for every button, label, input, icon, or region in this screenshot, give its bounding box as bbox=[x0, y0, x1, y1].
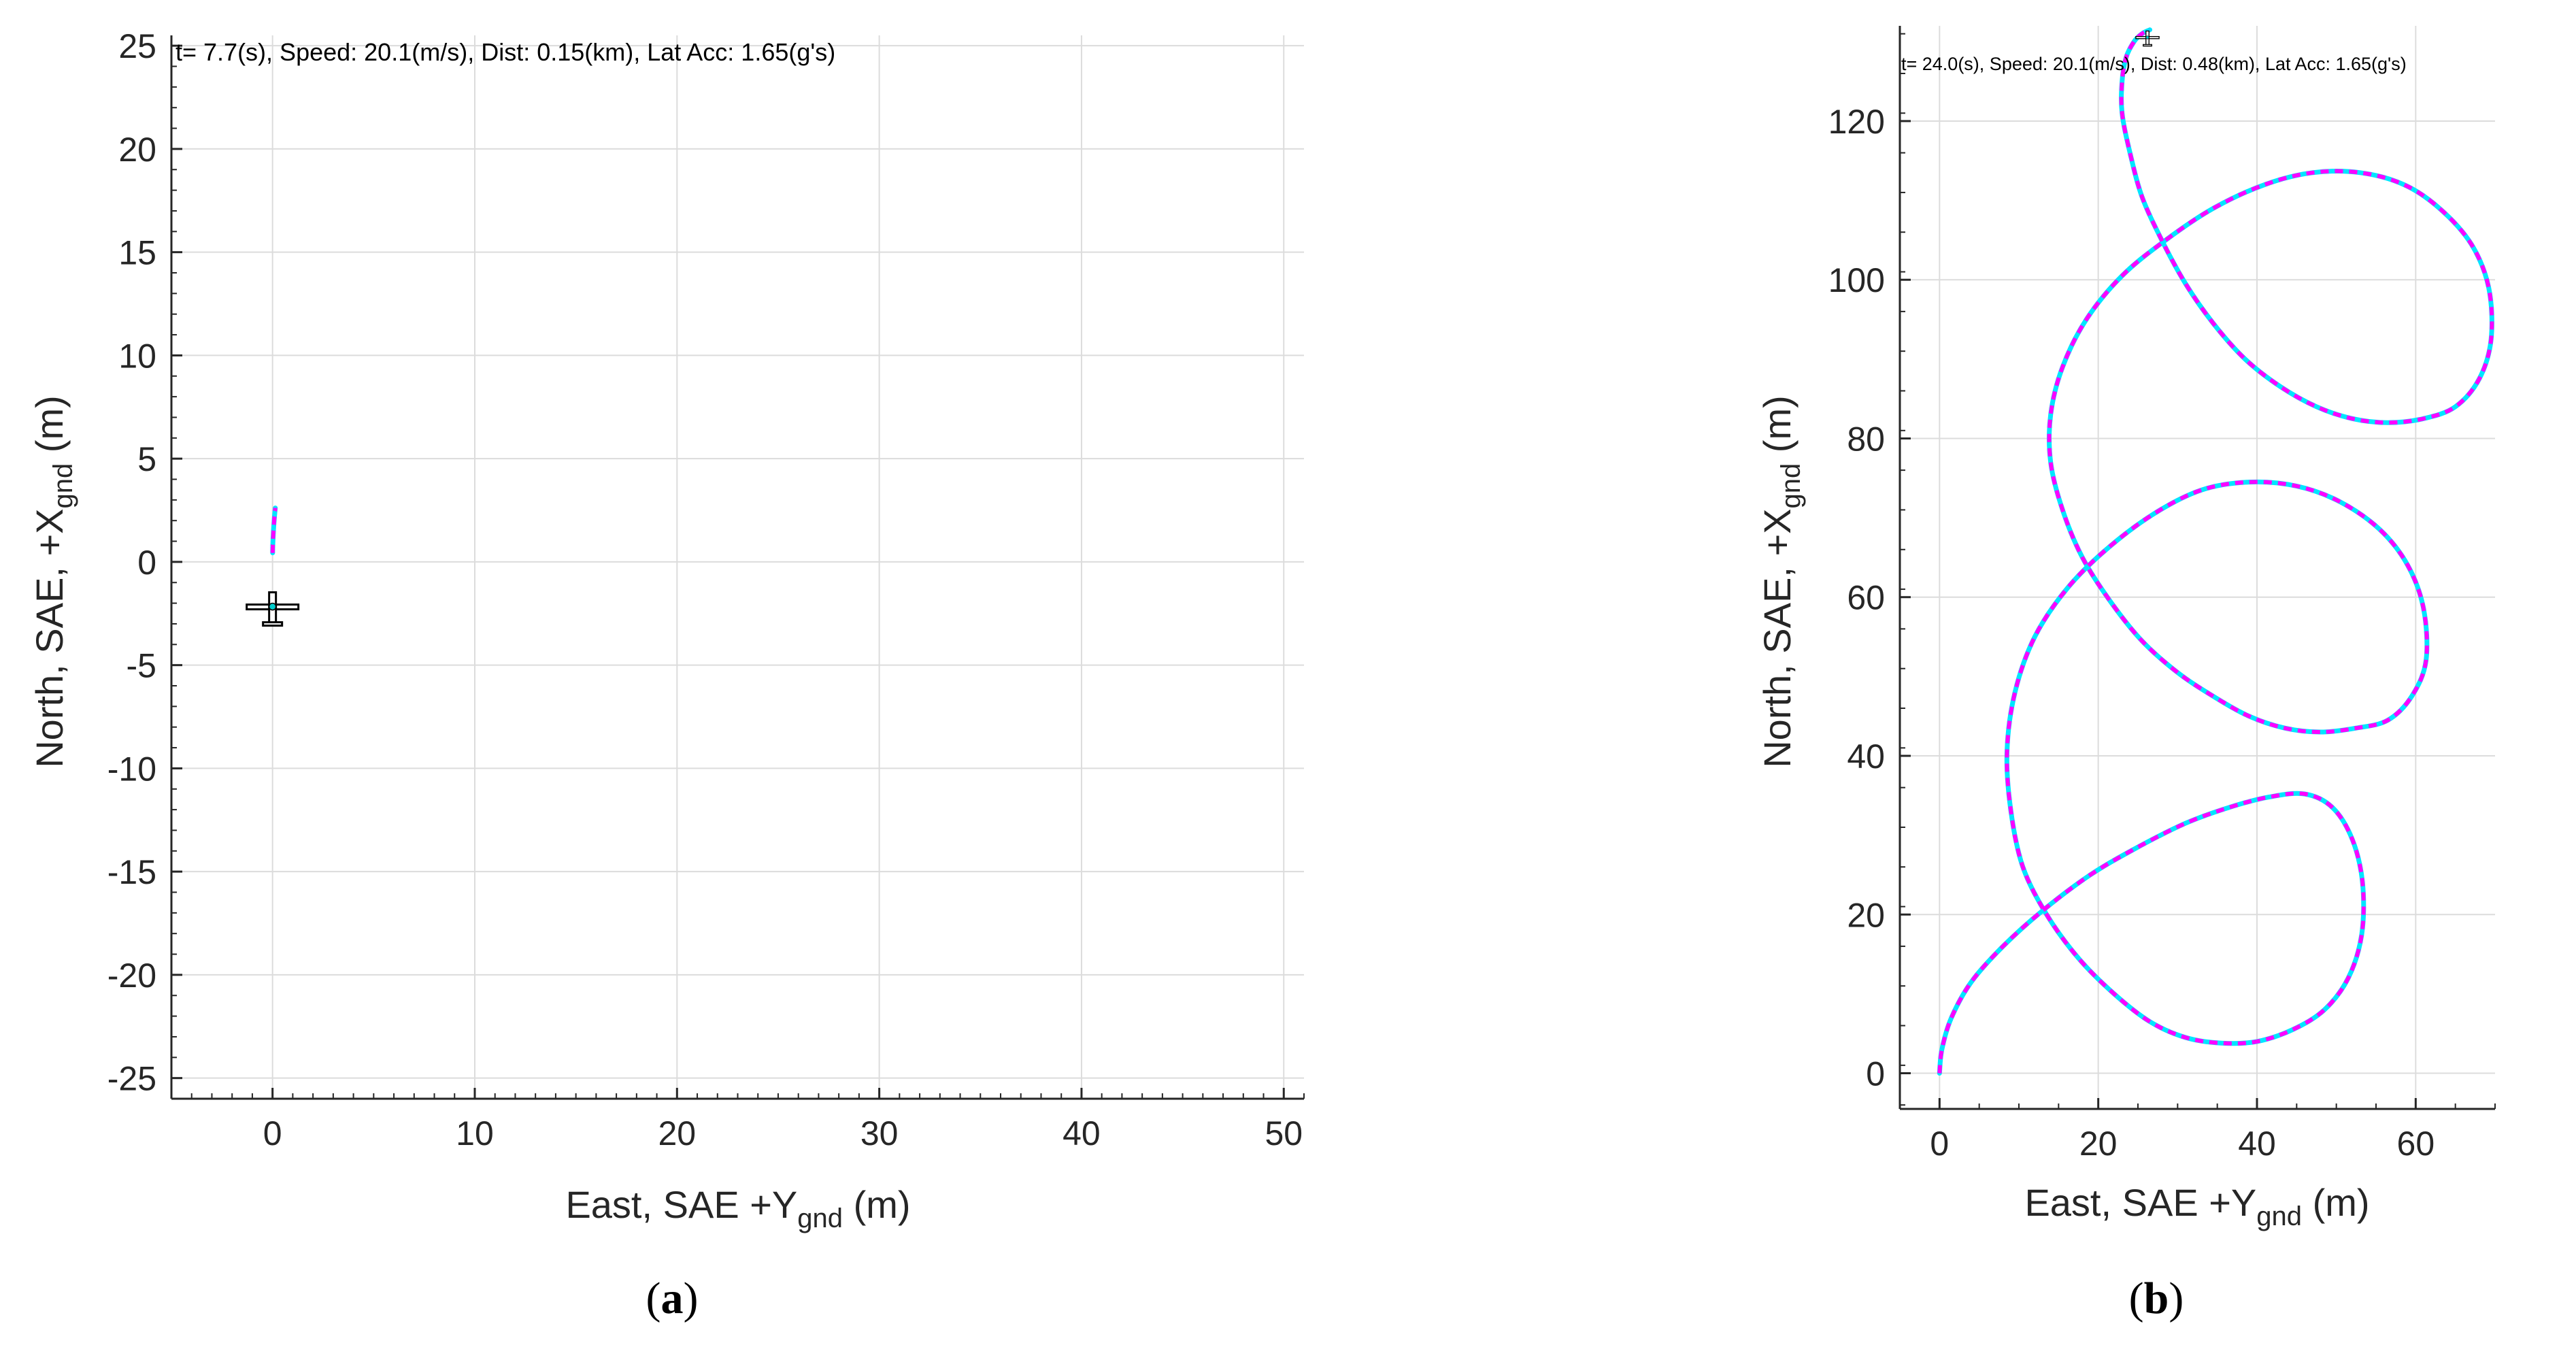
panel-a-y-tick-label: 20 bbox=[118, 131, 156, 169]
panel-b-y-tick-label: 0 bbox=[1866, 1055, 1885, 1093]
panel-a-airplane-cockpit bbox=[268, 602, 277, 611]
panel-a-status-readout: t= 7.7(s), Speed: 20.1(m/s), Dist: 0.15(… bbox=[175, 38, 835, 66]
panel-a-x-tick-label: 40 bbox=[1063, 1114, 1101, 1152]
panel-b-gridlines bbox=[1900, 26, 2495, 1109]
panel-a-y-tick-label: -10 bbox=[107, 750, 156, 788]
panel-a-x-tick-label: 10 bbox=[456, 1114, 494, 1152]
panel-a-flight-path bbox=[270, 505, 278, 556]
panel-a-y-tick-label: -25 bbox=[107, 1060, 156, 1098]
panel-a-axes bbox=[170, 35, 1305, 1100]
panel-a-airplane-tail bbox=[262, 621, 284, 627]
panel-a-x-tick-label: 30 bbox=[860, 1114, 899, 1152]
panel-a-y-tick-label: 0 bbox=[137, 544, 156, 582]
panel-a-airplane-icon bbox=[246, 591, 300, 627]
panel-a-flight-path-line bbox=[270, 505, 278, 555]
panel-a-caption: (a) bbox=[646, 1274, 699, 1323]
panel-a-x-axis-title: East, SAE +Ygnd (m) bbox=[565, 1183, 910, 1233]
panel-b-y-tick-label: 60 bbox=[1847, 579, 1885, 617]
panel-b-x-tick-label: 60 bbox=[2397, 1125, 2435, 1163]
panel-b-y-tick-label: 100 bbox=[1828, 261, 1885, 299]
panel-b-axes bbox=[1898, 26, 2496, 1110]
panel-a-y-tick-label: -5 bbox=[127, 647, 156, 685]
panel-b-caption: (b) bbox=[2129, 1274, 2184, 1323]
panel-b-y-tick-label: 80 bbox=[1847, 420, 1885, 458]
panel-a-y-tick-label: 15 bbox=[118, 234, 156, 272]
panel-a-tick-labels: 0 10 20 30 40 50 -25 -20 -15 -10 -5 0 5 10 15 20 25 bbox=[107, 27, 1303, 1152]
panel-a-gridlines bbox=[171, 35, 1304, 1099]
panel-a-y-tick-label: 25 bbox=[118, 27, 156, 65]
panel-b-x-tick-label: 40 bbox=[2238, 1125, 2276, 1163]
panel-b-flight-path-line bbox=[1937, 28, 2494, 1074]
panel-b-x-axis-title: East, SAE +Ygnd (m) bbox=[2024, 1181, 2369, 1231]
panel-b-airplane-cockpit bbox=[2145, 35, 2150, 39]
panel-b-y-axis-title: North, SAE, +Xgnd (m) bbox=[1756, 395, 1806, 768]
panel-a-y-tick-label: 10 bbox=[118, 337, 156, 375]
panel-a-x-tick-label: 20 bbox=[658, 1114, 696, 1152]
panel-b-status-readout: t= 24.0(s), Speed: 20.1(m/s), Dist: 0.48… bbox=[1901, 54, 2407, 74]
panel-b-y-tick-label: 120 bbox=[1828, 103, 1885, 141]
panel-b-airplane-tail bbox=[2143, 44, 2152, 47]
panel-a-y-tick-label: -20 bbox=[107, 957, 156, 995]
panel-b-airplane-icon bbox=[2135, 30, 2160, 47]
panel-b-y-tick-label: 20 bbox=[1847, 896, 1885, 934]
panel-a-y-tick-label: 5 bbox=[137, 440, 156, 478]
panel-b-y-tick-label: 40 bbox=[1847, 737, 1885, 776]
panel-b-airplane-icon bbox=[2135, 30, 2160, 47]
panel-b-chart: 0 20 40 60 0 20 40 60 80 100 120 t= 24.0(s), Speed… bbox=[1756, 26, 2496, 1323]
panel-a-chart: 0 10 20 30 40 50 -25 -20 -15 -10 -5 0 5 10 15 20 25 t= 7… bbox=[28, 27, 1305, 1323]
panel-a-x-tick-label: 0 bbox=[263, 1114, 282, 1152]
panel-b-x-tick-label: 20 bbox=[2079, 1125, 2118, 1163]
panel-b-x-tick-label: 0 bbox=[1930, 1125, 1949, 1163]
panel-a-y-tick-label: -15 bbox=[107, 853, 156, 891]
panel-a-x-tick-label: 50 bbox=[1265, 1114, 1303, 1152]
panel-a-y-axis-title: North, SAE, +Xgnd (m) bbox=[28, 395, 78, 768]
panel-b-flight-path bbox=[1937, 27, 2494, 1076]
panel-b-tick-labels: 0 20 40 60 0 20 40 60 80 100 120 bbox=[1828, 103, 2435, 1163]
panel-a-airplane-icon bbox=[246, 591, 300, 627]
